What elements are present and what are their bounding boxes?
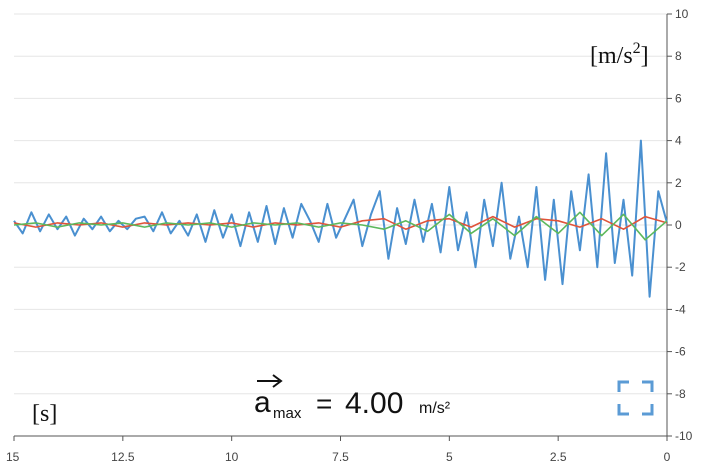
x-tick-label: 12.5	[111, 450, 135, 464]
y-tick-label: -10	[675, 429, 693, 443]
x-tick-label: 7.5	[332, 450, 349, 464]
x-ticks: 15 12.5 10 7.5 5 2.5 0	[6, 436, 671, 464]
amax-symbol: a	[254, 386, 271, 419]
series-line-2	[13, 215, 668, 230]
x-unit-label: [s]	[32, 401, 57, 427]
x-tick-label: 15	[6, 450, 20, 464]
y-tick-label: 2	[675, 176, 682, 190]
series-line-3	[13, 211, 668, 241]
y-tick-label: -8	[675, 387, 686, 401]
vector-arrow-head	[272, 374, 283, 388]
amax-annotation: a max = 4.00 m/s²	[254, 374, 451, 422]
amax-equals: =	[316, 388, 332, 419]
y-unit-label: [m/s2]	[590, 40, 649, 69]
series-line-1	[13, 139, 668, 298]
y-tick-label: -6	[675, 345, 686, 359]
x-tick-label: 2.5	[550, 450, 567, 464]
y-tick-label: 10	[675, 7, 689, 21]
x-tick-label: 5	[446, 450, 453, 464]
y-tick-label: 8	[675, 49, 682, 63]
amax-unit: m/s²	[419, 400, 451, 417]
y-unit-exponent: 2	[633, 40, 641, 57]
y-tick-label: 6	[675, 91, 682, 105]
fullscreen-icon[interactable]	[617, 380, 654, 416]
x-tick-label: 10	[225, 450, 239, 464]
amax-value: 4.00	[345, 387, 403, 420]
y-tick-label: -4	[675, 302, 686, 316]
y-tick-label: 0	[675, 218, 682, 232]
y-tick-label: 4	[675, 134, 682, 148]
amax-subscript: max	[273, 405, 302, 422]
series-lines	[13, 139, 668, 298]
y-ticks: 10 8 6 4 2 0 -2 -4 -6 -8 -10	[667, 7, 693, 443]
y-tick-label: -2	[675, 260, 686, 274]
x-tick-label: 0	[664, 450, 671, 464]
